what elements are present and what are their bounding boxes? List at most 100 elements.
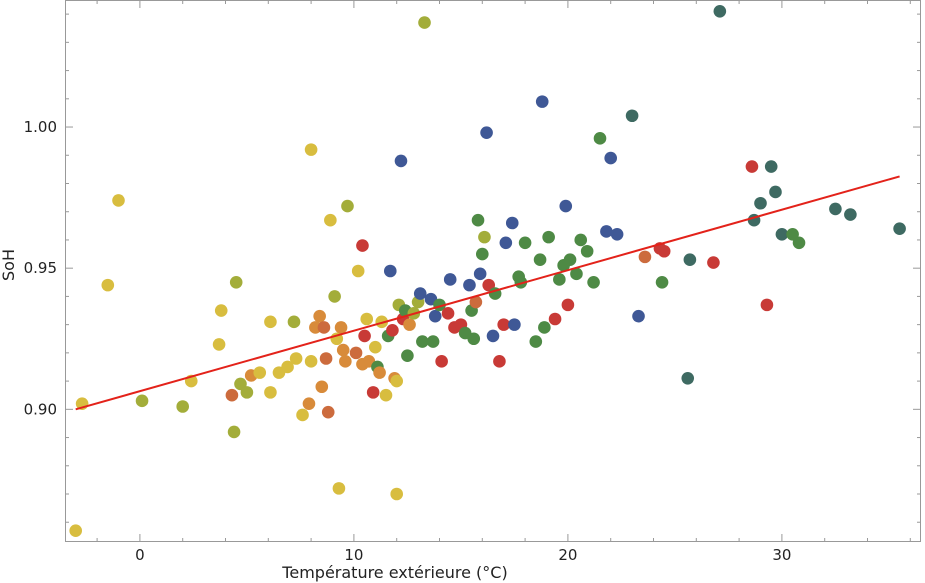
data-point	[625, 109, 639, 123]
data-point	[315, 380, 329, 394]
x-tick-label: 30	[772, 546, 791, 564]
data-point	[561, 298, 575, 312]
data-point	[467, 332, 481, 346]
data-point	[135, 394, 149, 408]
data-point	[287, 315, 301, 329]
data-point	[574, 233, 588, 247]
data-point	[341, 199, 354, 213]
y-axis-title: SoH	[0, 249, 18, 281]
data-point	[655, 275, 669, 289]
data-point	[373, 366, 386, 379]
data-point	[334, 321, 348, 334]
data-point	[69, 524, 82, 538]
data-point	[478, 230, 491, 244]
data-point	[559, 199, 573, 213]
data-point	[657, 244, 671, 258]
data-point	[253, 366, 267, 379]
data-point	[570, 267, 583, 281]
data-point	[264, 386, 277, 399]
data-point	[321, 405, 335, 419]
data-point	[529, 335, 543, 348]
data-point	[769, 185, 782, 199]
data-point	[336, 343, 350, 357]
data-point	[296, 408, 309, 422]
data-point	[593, 132, 607, 145]
data-point	[638, 250, 652, 264]
x-tick-label: 20	[558, 546, 577, 564]
data-point	[212, 338, 226, 351]
data-point	[443, 273, 457, 286]
data-point	[493, 355, 506, 368]
data-point	[610, 228, 624, 241]
data-point	[401, 349, 414, 362]
data-point	[349, 346, 363, 360]
data-point	[324, 213, 337, 227]
x-tick-label: 10	[344, 546, 363, 564]
y-tick-label: 1.00	[24, 118, 57, 136]
data-point	[505, 216, 519, 230]
data-point	[542, 230, 555, 244]
data-point	[632, 309, 645, 323]
data-point	[369, 340, 382, 354]
data-point	[403, 318, 416, 331]
data-point	[844, 208, 857, 221]
data-point	[469, 295, 483, 309]
data-point	[317, 321, 331, 334]
trend-line	[75, 175, 900, 411]
data-point	[339, 355, 352, 368]
data-point	[553, 273, 566, 286]
data-point	[386, 323, 399, 337]
data-point	[112, 194, 125, 207]
data-point	[563, 253, 577, 267]
data-point	[383, 264, 397, 278]
x-axis-title: Température extérieure (°C)	[281, 563, 507, 582]
data-point	[754, 196, 767, 210]
data-point	[745, 160, 759, 173]
data-point	[214, 304, 228, 317]
data-point	[304, 355, 318, 368]
data-point	[499, 236, 513, 250]
data-point	[281, 360, 294, 374]
data-point	[713, 4, 727, 18]
data-point	[264, 315, 277, 329]
data-point	[486, 329, 500, 343]
data-point	[304, 143, 318, 156]
data-point	[289, 352, 303, 365]
data-point	[390, 374, 404, 388]
plot-frame	[65, 0, 921, 542]
data-point	[893, 222, 906, 235]
data-point	[533, 253, 547, 267]
data-point	[332, 482, 346, 495]
y-tick-label: 0.90	[24, 400, 57, 418]
axis-ticks	[65, 0, 921, 542]
data-point	[792, 236, 806, 250]
data-point	[358, 329, 371, 343]
y-tick-label: 0.95	[24, 259, 57, 277]
data-point	[313, 309, 326, 323]
data-point	[760, 298, 774, 312]
data-point	[240, 386, 254, 399]
data-point	[435, 355, 448, 368]
data-point	[497, 318, 511, 331]
data-point	[351, 264, 365, 278]
data-point	[480, 126, 493, 139]
data-point	[538, 321, 551, 334]
data-point	[535, 95, 549, 108]
data-point	[473, 267, 487, 281]
data-point	[707, 256, 720, 269]
x-tick-label: 0	[135, 546, 145, 564]
data-point	[328, 290, 341, 303]
data-point	[548, 312, 562, 326]
data-point	[101, 278, 115, 292]
data-point	[390, 487, 404, 501]
data-point	[518, 236, 532, 250]
data-point	[379, 388, 393, 402]
data-point	[829, 202, 842, 216]
data-point	[683, 253, 697, 267]
data-point	[227, 425, 241, 439]
data-point	[428, 309, 442, 323]
data-point	[229, 275, 243, 289]
data-point	[681, 371, 695, 385]
